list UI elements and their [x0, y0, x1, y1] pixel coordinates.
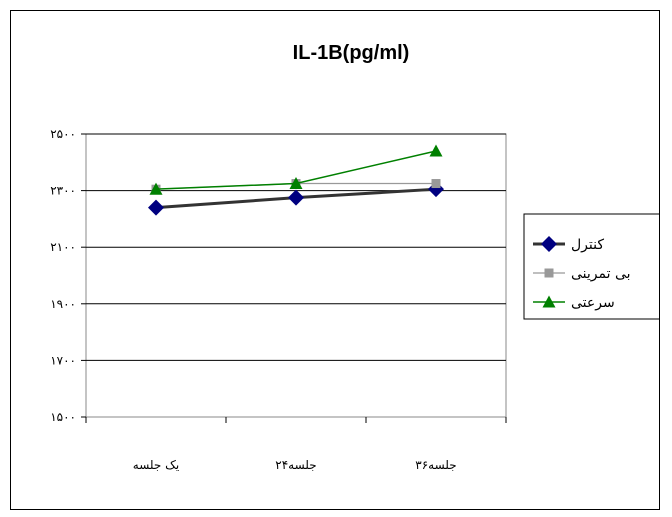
x-tick-label: یک جلسه: [133, 458, 179, 472]
data-point: [431, 179, 441, 189]
legend-marker: [542, 295, 556, 308]
y-tick-label: ۲۵۰۰: [50, 127, 76, 141]
y-tick-label: ۲۳۰۰: [50, 184, 76, 198]
y-tick-label: ۱۹۰۰: [50, 297, 76, 311]
legend-item: سرعتی: [533, 295, 615, 311]
data-point: [289, 177, 303, 190]
data-point: [288, 189, 304, 206]
data-point: [429, 144, 443, 157]
legend-marker: [544, 268, 554, 278]
legend-box: [523, 213, 659, 320]
data-point: [149, 182, 163, 195]
legend-item: کنترل: [533, 236, 604, 253]
y-tick-label: ۱۵۰۰: [50, 410, 76, 424]
y-tick-label: ۲۱۰۰: [50, 240, 76, 254]
data-point: [148, 199, 164, 216]
legend-label: بی تمرینی: [571, 266, 631, 282]
legend-label: سرعتی: [571, 295, 615, 311]
legend-item: بی تمرینی: [533, 266, 631, 282]
y-tick-label: ۱۷۰۰: [50, 353, 76, 367]
chart-frame: IL-1B(pg/ml) ۱۵۰۰ ۱۷۰۰ ۱۹۰۰ ۲۱۰۰ ۲۳۰۰ ۲۵۰۰ یک…: [10, 10, 660, 510]
series-3: [149, 144, 443, 195]
x-tick-label: ۳۶جلسه: [415, 458, 456, 472]
x-tick-label: ۲۴جلسه: [275, 458, 316, 472]
legend-marker: [541, 236, 557, 252]
plot-area: [85, 133, 507, 418]
chart-title: IL-1B(pg/ml): [293, 42, 410, 64]
legend-label: کنترل: [571, 237, 604, 253]
line-chart: IL-1B(pg/ml) ۱۵۰۰ ۱۷۰۰ ۱۹۰۰ ۲۱۰۰ ۲۳۰۰ ۲۵۰۰ یک…: [50, 42, 659, 472]
